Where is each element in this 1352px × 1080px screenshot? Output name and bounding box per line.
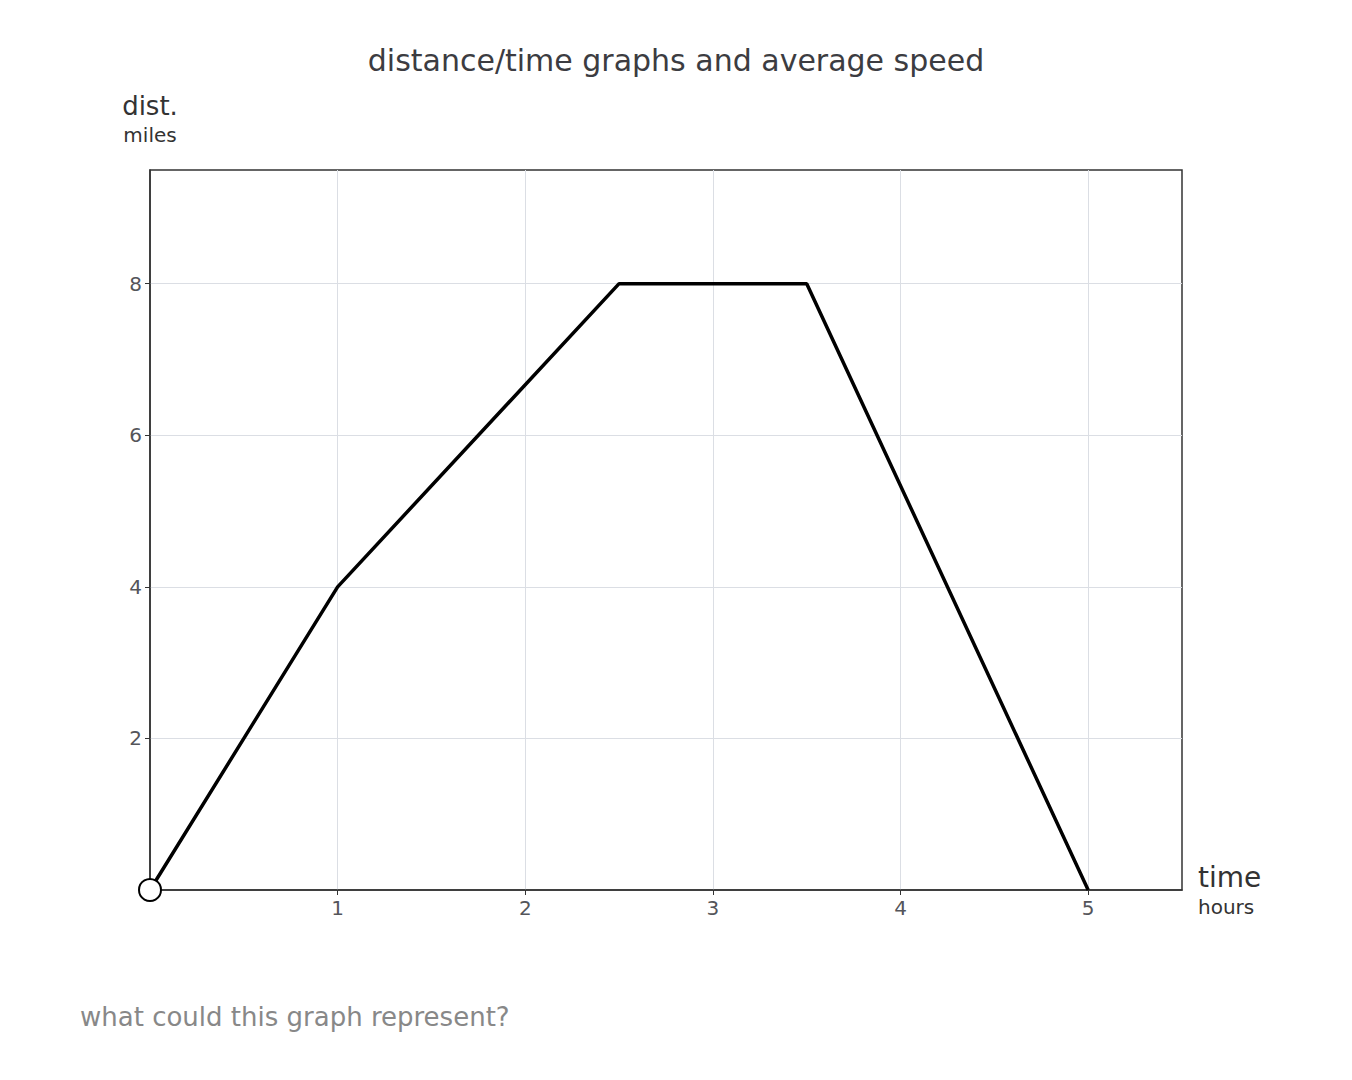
svg-text:5: 5	[1082, 896, 1095, 920]
svg-text:1: 1	[331, 896, 344, 920]
svg-text:what could this graph represen: what could this graph represent?	[80, 1002, 510, 1032]
svg-text:2: 2	[519, 896, 532, 920]
svg-text:6: 6	[129, 423, 142, 447]
svg-text:4: 4	[894, 896, 907, 920]
svg-text:dist.: dist.	[122, 91, 178, 121]
svg-text:time: time	[1198, 861, 1261, 894]
svg-text:hours: hours	[1198, 895, 1254, 919]
svg-text:distance/time graphs and avera: distance/time graphs and average speed	[368, 43, 984, 78]
svg-text:3: 3	[707, 896, 720, 920]
svg-text:8: 8	[129, 272, 142, 296]
svg-text:4: 4	[129, 575, 142, 599]
svg-text:miles: miles	[123, 123, 176, 147]
svg-text:2: 2	[129, 726, 142, 750]
